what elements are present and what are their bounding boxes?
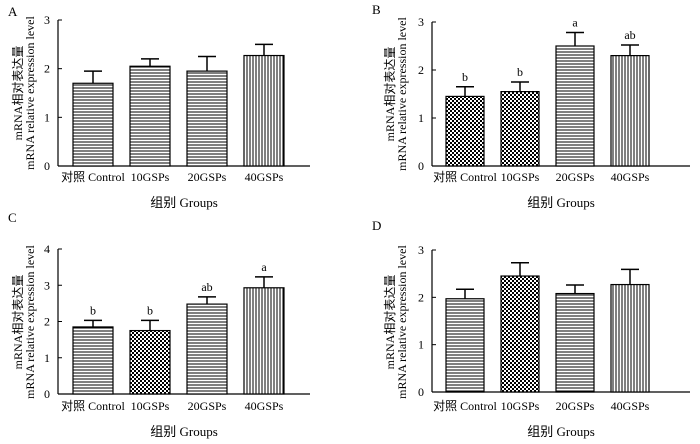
x-tick-label: 10GSPs	[131, 170, 170, 184]
x-axis-label: 组别 Groups	[527, 424, 595, 439]
panel-a: A 0 1 2 3 mRNA relative expression levelmRNA相…	[8, 4, 310, 210]
y-tick-label: 1	[418, 111, 424, 125]
bar	[445, 95, 485, 167]
significance-label: ab	[201, 280, 212, 294]
significance-label: ab	[624, 28, 635, 42]
x-tick-label: 20GSPs	[188, 170, 227, 184]
y-tick-label: 3	[44, 13, 50, 27]
y-tick-label: 1	[44, 110, 50, 124]
x-tick-label: 对照 Control	[61, 399, 125, 413]
y-tick-label: 0	[44, 159, 50, 173]
bar	[555, 292, 595, 393]
x-tick-label: 20GSPs	[556, 170, 595, 184]
x-tick-label: 对照 Control	[61, 170, 125, 184]
panel-letter: D	[372, 218, 381, 233]
y-tick-label: 4	[44, 242, 50, 256]
y-axis-label-cn: mRNA相对表达量	[383, 47, 397, 142]
panel-c: C 0 1 2 3 4 mRNA relative expression levelmRNA…	[8, 210, 310, 439]
x-tick-label: 10GSPs	[501, 399, 540, 413]
y-tick-label: 2	[44, 315, 50, 329]
panel-letter: C	[8, 210, 17, 225]
bar	[72, 326, 114, 395]
bar	[500, 90, 540, 167]
significance-label: a	[261, 260, 267, 274]
significance-label: a	[572, 16, 578, 30]
panel-letter: A	[8, 4, 18, 19]
x-tick-label: 对照 Control	[433, 399, 497, 413]
y-tick-label: 2	[418, 63, 424, 77]
significance-label: b	[462, 70, 468, 84]
x-tick-label: 40GSPs	[245, 399, 284, 413]
x-tick-label: 40GSPs	[245, 170, 284, 184]
bar	[129, 65, 171, 167]
y-tick-label: 0	[418, 385, 424, 399]
y-axis-label-en: mRNA relative expression level	[395, 245, 409, 399]
y-tick-label: 3	[418, 243, 424, 257]
x-tick-label: 40GSPs	[611, 399, 650, 413]
y-axis-label-en: mRNA relative expression level	[395, 17, 409, 171]
bar	[610, 283, 650, 393]
y-tick-label: 2	[418, 290, 424, 304]
y-axis-label-cn: mRNA相对表达量	[383, 275, 397, 370]
x-tick-label: 20GSPs	[188, 399, 227, 413]
x-tick-label: 20GSPs	[556, 399, 595, 413]
y-axis-label-cn: mRNA相对表达量	[11, 46, 25, 141]
bar	[186, 303, 228, 395]
bar	[610, 54, 650, 167]
bar	[243, 287, 285, 395]
y-tick-label: 0	[418, 159, 424, 173]
y-axis-label-cn: mRNA相对表达量	[11, 275, 25, 370]
bar	[555, 45, 595, 167]
bar	[186, 70, 228, 167]
x-axis-label: 组别 Groups	[527, 195, 595, 210]
y-tick-label: 3	[44, 278, 50, 292]
y-tick-label: 3	[418, 15, 424, 29]
x-axis-label: 组别 Groups	[150, 424, 218, 439]
y-tick-label: 2	[44, 62, 50, 76]
y-axis-label-en: mRNA relative expression level	[23, 16, 37, 170]
bar	[129, 329, 171, 395]
significance-label: b	[147, 303, 153, 317]
x-tick-label: 对照 Control	[433, 170, 497, 184]
y-tick-label: 0	[44, 387, 50, 401]
y-axis-label-en: mRNA relative expression level	[23, 245, 37, 399]
x-tick-label: 40GSPs	[611, 170, 650, 184]
x-tick-label: 10GSPs	[131, 399, 170, 413]
significance-label: b	[517, 65, 523, 79]
panel-letter: B	[372, 2, 381, 17]
x-tick-label: 10GSPs	[501, 170, 540, 184]
bar	[72, 82, 114, 167]
x-axis-label: 组别 Groups	[150, 195, 218, 210]
y-tick-label: 1	[44, 351, 50, 365]
significance-label: b	[90, 303, 96, 317]
bar	[445, 298, 485, 393]
panel-d: D 0 1 2 3 mRNA relative expression levelmRNA相…	[372, 218, 690, 439]
bar	[243, 54, 285, 167]
bar	[500, 275, 540, 393]
panel-b: B 0 1 2 3 mRNA relative expression levelmRNA相…	[372, 2, 690, 210]
y-tick-label: 1	[418, 338, 424, 352]
